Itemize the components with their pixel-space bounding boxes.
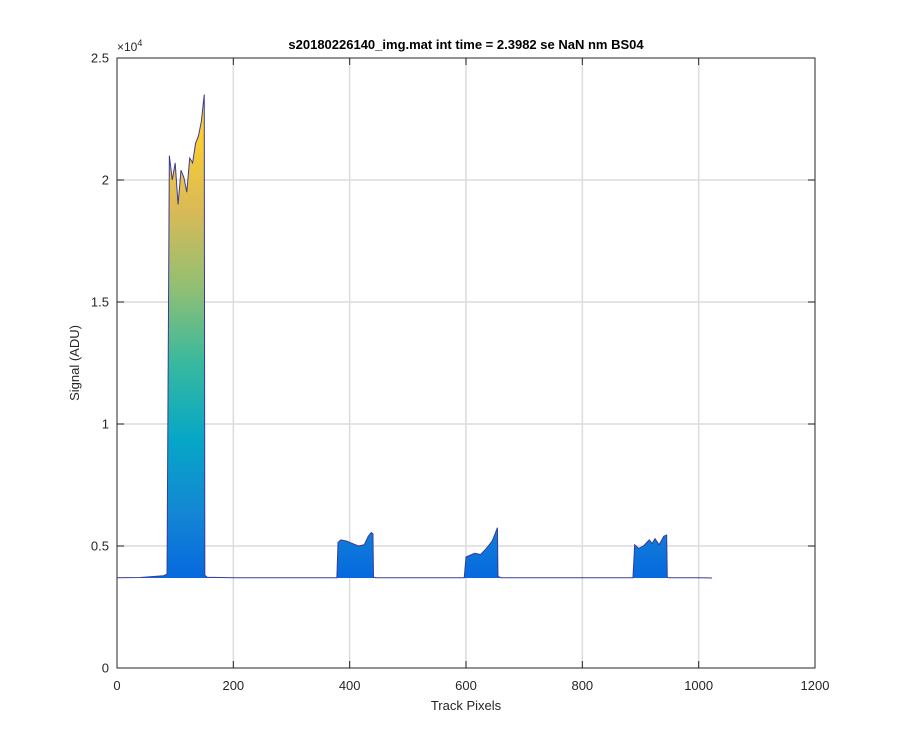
x-tick-label: 1200	[801, 678, 830, 693]
y-tick-label: 1	[102, 417, 109, 432]
chart-title: s20180226140_img.mat int time = 2.3982 s…	[288, 37, 644, 52]
y-tick-label: 2.5	[91, 51, 109, 66]
y-tick-labels: 0 0.5 1 1.5 2 2.5	[91, 51, 109, 676]
y-tick-label: 0	[102, 661, 109, 676]
axis-ticks	[116, 57, 816, 669]
grid	[117, 58, 815, 668]
x-tick-label: 0	[113, 678, 120, 693]
x-tick-label: 400	[339, 678, 361, 693]
series-fill	[117, 94, 713, 578]
y-tick-label: 0.5	[91, 539, 109, 554]
x-tick-label: 800	[571, 678, 593, 693]
series-area	[117, 94, 713, 579]
y-tick-label: 1.5	[91, 295, 109, 310]
series-line	[117, 94, 713, 579]
x-axis-label: Track Pixels	[431, 698, 502, 713]
x-tick-label: 200	[222, 678, 244, 693]
y-tick-label: 2	[102, 173, 109, 188]
x-tick-label: 1000	[684, 678, 713, 693]
y-exponent-label: ×104	[117, 38, 142, 54]
y-axis-label: Signal (ADU)	[67, 325, 82, 401]
x-tick-label: 600	[455, 678, 477, 693]
x-tick-labels: 0 200 400 600 800 1000 1200	[113, 678, 829, 693]
